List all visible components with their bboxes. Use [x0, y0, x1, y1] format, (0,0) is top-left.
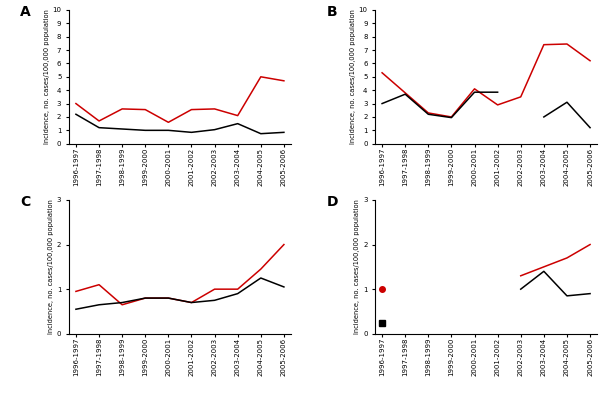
Y-axis label: Incidence, no. cases/100,000 population: Incidence, no. cases/100,000 population [48, 199, 54, 334]
Text: A: A [20, 4, 31, 19]
Text: D: D [326, 195, 338, 209]
Y-axis label: Incidence, no. cases/100,000 population: Incidence, no. cases/100,000 population [44, 9, 50, 144]
Y-axis label: Incidence, no. cases/100,000 population: Incidence, no. cases/100,000 population [350, 9, 356, 144]
Y-axis label: Incidence, no. cases/100,000 population: Incidence, no. cases/100,000 population [354, 199, 360, 334]
Text: C: C [20, 195, 31, 209]
Text: B: B [326, 4, 337, 19]
